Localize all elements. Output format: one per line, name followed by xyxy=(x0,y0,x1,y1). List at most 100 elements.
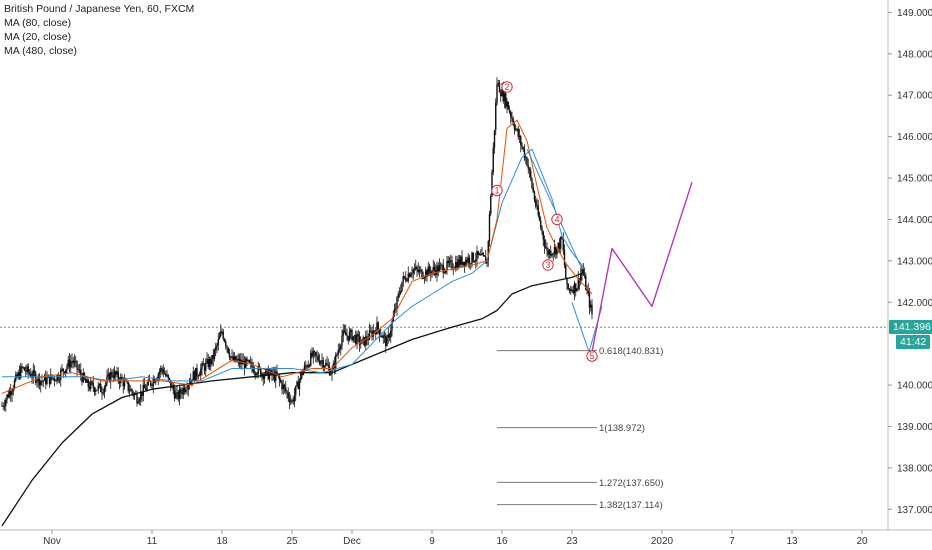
candle-body xyxy=(231,356,233,358)
candle-body xyxy=(155,380,157,383)
candle-body xyxy=(538,215,541,221)
candle-body xyxy=(63,371,66,374)
candle-body xyxy=(443,272,446,274)
candle-body xyxy=(392,315,394,322)
candle-body xyxy=(413,269,416,270)
candle-body xyxy=(183,387,186,392)
candle-body xyxy=(566,277,568,285)
candle-body xyxy=(102,392,104,394)
candle-body xyxy=(581,269,583,274)
candle-body xyxy=(466,259,468,263)
candle-body xyxy=(363,337,366,346)
candle-body xyxy=(32,370,34,378)
candle-body xyxy=(161,368,163,369)
candle-body xyxy=(506,101,508,107)
candle-body xyxy=(46,377,48,384)
candle-body xyxy=(223,338,226,342)
candle-body xyxy=(590,304,592,308)
candle-body xyxy=(157,374,159,380)
candle-body xyxy=(365,336,367,346)
candle-body xyxy=(20,366,22,379)
candle-body xyxy=(178,389,181,399)
candle-body xyxy=(385,335,387,347)
candle-body xyxy=(397,294,399,298)
candle-body xyxy=(297,381,299,390)
candle-body xyxy=(57,375,59,380)
candle-body xyxy=(548,250,551,255)
candle-body xyxy=(470,263,472,265)
candle-body xyxy=(122,379,124,387)
candle-body xyxy=(150,381,152,386)
candle-body xyxy=(26,366,28,372)
x-tick-label: 13 xyxy=(786,536,798,547)
ma20-label[interactable]: MA (20, close) xyxy=(4,31,72,43)
candle-body xyxy=(107,373,109,377)
current-price-tag: 141.396 xyxy=(889,320,932,335)
wave-label: 3 xyxy=(545,260,550,270)
candle-body xyxy=(3,406,6,407)
candle-body xyxy=(477,251,479,255)
candle-body xyxy=(358,335,361,345)
candle-body xyxy=(455,262,457,269)
ma480-label[interactable]: MA (480, close) xyxy=(4,45,77,57)
candle-body xyxy=(170,380,172,388)
candle-body xyxy=(98,383,101,386)
candle-body xyxy=(93,387,96,392)
candle-body xyxy=(92,382,94,388)
candle-body xyxy=(463,261,466,266)
candle-body xyxy=(312,350,314,357)
candle-body xyxy=(378,329,381,336)
y-tick-label: 146.000 xyxy=(897,132,932,143)
wave-label-circle xyxy=(491,184,503,197)
candle-body xyxy=(568,288,571,290)
wave-label: 4 xyxy=(554,214,559,224)
candle-body xyxy=(196,367,198,376)
candle-body xyxy=(298,380,301,390)
candle-body xyxy=(390,330,392,338)
ma80-label[interactable]: MA (80, close) xyxy=(4,17,72,29)
candle-body xyxy=(482,253,484,256)
candle-body xyxy=(127,381,129,391)
y-tick-label: 137.000 xyxy=(897,505,932,516)
candle-body xyxy=(460,256,462,265)
candle-body xyxy=(40,380,42,386)
candle-body xyxy=(321,360,323,362)
candle-body xyxy=(407,273,409,281)
candle-body xyxy=(335,354,337,368)
candle-body xyxy=(313,350,316,353)
candlesticks xyxy=(1,77,593,412)
candle-body xyxy=(287,392,289,398)
candle-body xyxy=(492,147,494,172)
candle-body xyxy=(497,83,499,85)
candle-body xyxy=(190,379,192,384)
candle-body xyxy=(18,372,21,379)
candle-body xyxy=(496,84,498,103)
candle-body xyxy=(6,394,8,400)
candle-body xyxy=(546,247,548,251)
symbol-title[interactable]: British Pound / Japanese Yen, 60, FXCM xyxy=(4,3,195,15)
candle-body xyxy=(237,358,239,361)
ma480-line xyxy=(1,272,583,527)
candle-body xyxy=(396,297,398,309)
candle-body xyxy=(232,356,234,361)
candle-body xyxy=(423,277,426,279)
candle-body xyxy=(267,368,269,380)
candle-body xyxy=(16,374,18,378)
wave-label-circle xyxy=(542,259,554,271)
candle-body xyxy=(281,382,283,390)
candle-body xyxy=(177,392,179,399)
candle-body xyxy=(337,350,339,355)
candle-body xyxy=(38,375,41,386)
wave-label-circle xyxy=(551,213,563,226)
candle-body xyxy=(261,373,263,377)
x-tick-label: 18 xyxy=(216,536,228,547)
candle-body xyxy=(88,386,91,389)
y-tick-label: 148.000 xyxy=(897,49,932,60)
candle-body xyxy=(351,330,353,341)
candle-body xyxy=(478,254,481,255)
candle-body xyxy=(138,399,141,402)
candle-body xyxy=(573,283,576,293)
candle-body xyxy=(250,362,252,364)
x-tick-label: Dec xyxy=(343,536,361,547)
